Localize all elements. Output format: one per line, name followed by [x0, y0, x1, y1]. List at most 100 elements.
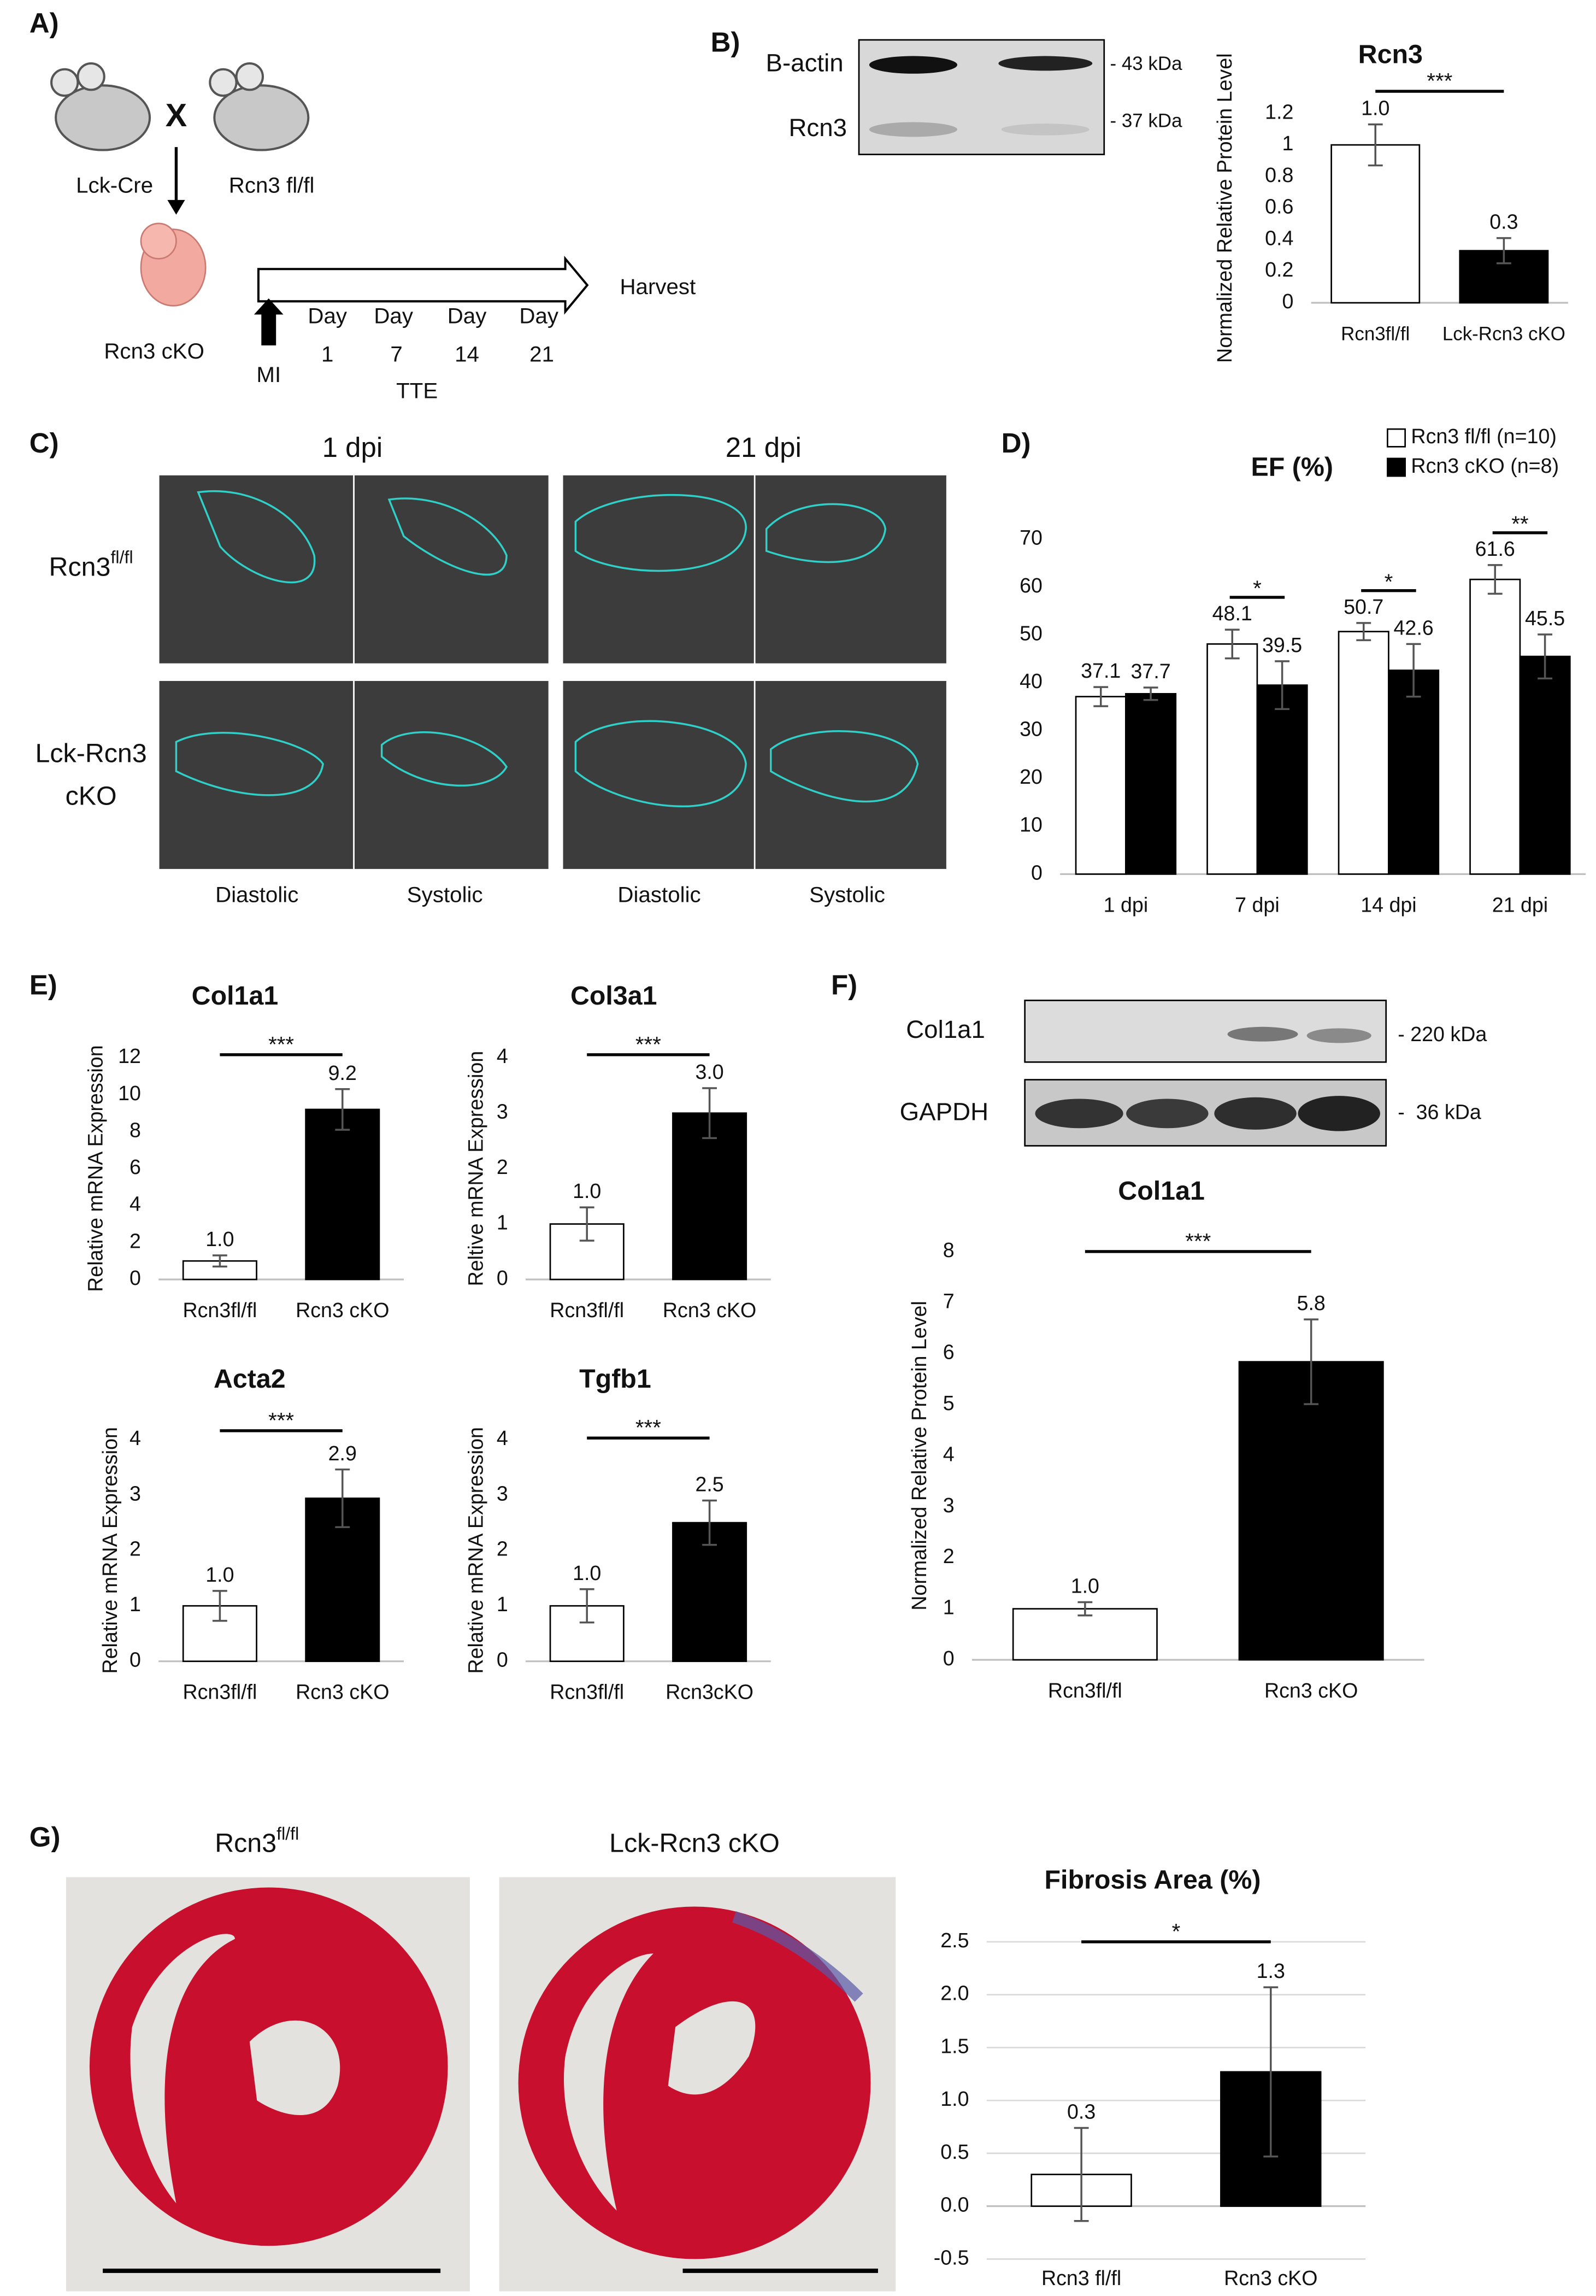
y-tick-label: 2 [129, 1229, 141, 1252]
x-tick-label: 21 dpi [1492, 893, 1548, 916]
error-bar [1487, 564, 1503, 595]
x-tick-label: Rcn3cKO [666, 1681, 753, 1704]
significance-label: *** [1427, 69, 1452, 93]
y-tick-label: 70 [1020, 526, 1043, 549]
label: Lck-Rcn3 [35, 738, 146, 768]
y-tick-label: 0.4 [1265, 226, 1293, 249]
value-label: 3.0 [695, 1060, 723, 1083]
y-tick-label: 0 [1031, 861, 1043, 884]
bar [1469, 578, 1521, 875]
y-tick-label: 4 [129, 1426, 141, 1449]
blot-band [869, 56, 958, 74]
x-tick-label: Rcn3 cKO [1224, 2266, 1317, 2289]
blot-band [1298, 1096, 1380, 1131]
bar [672, 1112, 747, 1281]
label: Rcn3 cKO [104, 339, 204, 363]
x-tick-label: Rcn3 cKO [1264, 1679, 1358, 1702]
label: fl/fl [276, 1823, 299, 1843]
timeline-arrow [257, 255, 589, 315]
error-bar [702, 1087, 717, 1140]
x-tick-label: Rcn3 cKO [296, 1299, 389, 1322]
error-bar [1093, 686, 1109, 707]
y-tick-label: 7 [943, 1289, 955, 1312]
error-bar [579, 1206, 594, 1242]
x-tick-label: Rcn3 cKO [296, 1681, 389, 1704]
x-tick-label: Rcn3 cKO [663, 1299, 756, 1322]
y-tick-label: 10 [1020, 813, 1043, 836]
panel-letter: D) [1002, 427, 1031, 459]
y-tick-label: 1.0 [940, 2087, 969, 2110]
value-label: 42.6 [1394, 616, 1434, 639]
x-tick-label: Rcn3fl/fl [182, 1299, 257, 1322]
legend-swatch [1387, 428, 1406, 448]
label: 7 [390, 342, 402, 366]
y-tick-label: 2 [129, 1537, 141, 1560]
significance-label: * [1385, 569, 1393, 594]
error-bar [1074, 2127, 1089, 2222]
bar [1388, 670, 1440, 875]
bar [1338, 631, 1389, 875]
y-tick-label: 0.6 [1265, 195, 1293, 218]
y-tick-label: 6 [943, 1341, 955, 1364]
y-tick-label: 3 [497, 1482, 508, 1505]
y-tick-label: 0 [129, 1648, 141, 1671]
label: 1 [321, 342, 333, 366]
value-label: 1.0 [573, 1561, 601, 1584]
significance-label: *** [268, 1408, 294, 1432]
significance-label: *** [1185, 1229, 1211, 1253]
blot-band [1306, 1028, 1371, 1043]
bar [305, 1108, 380, 1281]
label: 1 dpi [322, 432, 383, 463]
blot-label: GAPDH [900, 1097, 988, 1125]
bar [1206, 643, 1258, 875]
label: Day [519, 304, 559, 328]
y-tick-label: 4 [497, 1044, 508, 1067]
chart-title: Fibrosis Area (%) [1045, 1865, 1261, 1895]
y-tick-label: 0 [497, 1648, 508, 1671]
bar [1238, 1361, 1384, 1661]
legend-swatch [1387, 457, 1406, 477]
chart-title: EF (%) [1251, 452, 1333, 481]
label: Rcn3fl/fl [215, 1823, 299, 1858]
significance-label: *** [635, 1032, 661, 1056]
value-label: 1.0 [573, 1179, 601, 1202]
value-label: 5.8 [1297, 1291, 1326, 1314]
error-bar [1496, 237, 1511, 265]
y-tick-label: 20 [1020, 765, 1043, 788]
bar [1125, 693, 1177, 875]
blot-label: B-actin [766, 49, 844, 77]
label: Harvest [620, 274, 696, 299]
pup-icon [140, 222, 207, 307]
y-tick-label: 0 [943, 1647, 955, 1670]
chart-title: Col1a1 [1118, 1176, 1205, 1206]
chart-title: Col1a1 [192, 981, 279, 1011]
value-label: 0.3 [1067, 2100, 1096, 2123]
y-tick-label: 2 [943, 1545, 955, 1567]
y-tick-label: 4 [943, 1442, 955, 1465]
value-label: 37.1 [1081, 659, 1121, 682]
bar [1519, 655, 1571, 875]
y-tick-label: -0.5 [934, 2246, 969, 2269]
y-tick-label: 0.0 [940, 2193, 969, 2216]
panel-letter: C) [30, 427, 59, 459]
error-bar [1224, 629, 1240, 660]
x-tick-label: Rcn3fl/fl [1341, 323, 1410, 344]
label: Day [374, 304, 414, 328]
y-tick-label: 3 [129, 1482, 141, 1505]
error-bar [1406, 643, 1421, 698]
lv-trace [175, 490, 919, 808]
value-label: 1.0 [205, 1563, 234, 1586]
y-tick-label: 30 [1020, 718, 1043, 741]
value-label: 1.0 [1071, 1575, 1099, 1598]
x-tick-label: Rcn3fl/fl [550, 1681, 624, 1704]
value-label: 1.0 [1361, 97, 1389, 120]
y-tick-label: 0 [129, 1266, 141, 1289]
chart-title: Rcn3 [1358, 39, 1423, 69]
panel-letter: F) [831, 970, 857, 1001]
error-bar [1077, 1601, 1093, 1617]
label: MI [256, 362, 281, 387]
error-bar [702, 1499, 717, 1546]
y-tick-label: 40 [1020, 670, 1043, 692]
y-tick-label: 0.2 [1265, 258, 1293, 281]
x-tick-label: Rcn3fl/fl [182, 1681, 257, 1704]
